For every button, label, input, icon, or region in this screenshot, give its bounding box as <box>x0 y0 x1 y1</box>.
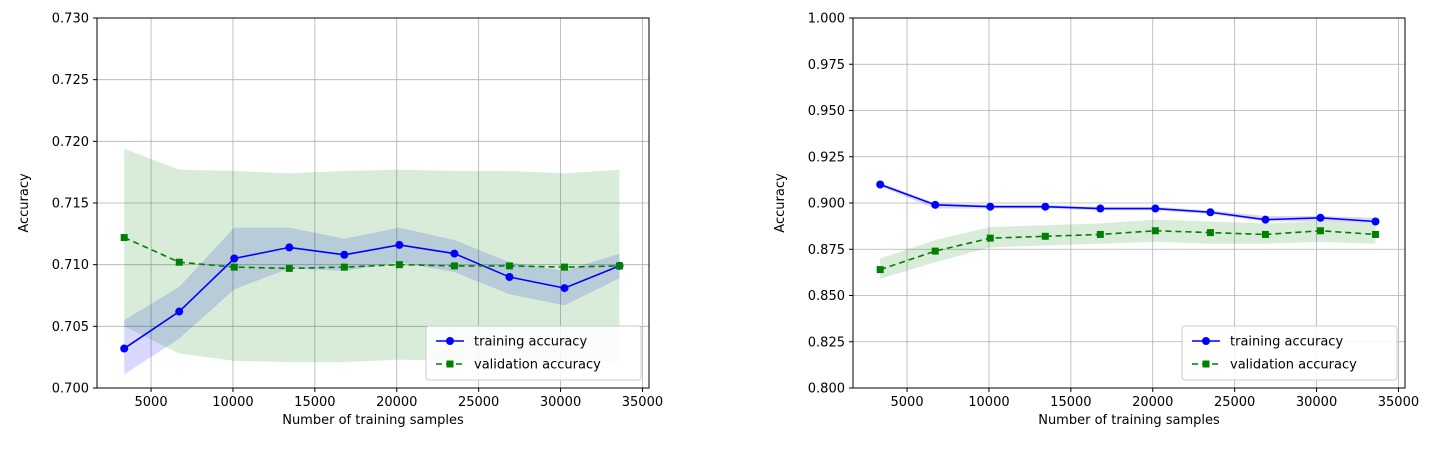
training-point <box>1371 217 1380 226</box>
x-tick-label: 15000 <box>294 395 335 410</box>
training-point <box>340 250 349 259</box>
validation-line <box>879 229 1376 271</box>
training-band <box>124 227 620 375</box>
x-tick-label: 5000 <box>135 395 168 410</box>
legend-box <box>425 325 642 381</box>
training-point <box>1261 215 1270 224</box>
training-point <box>1096 204 1105 213</box>
training-line <box>879 183 1376 223</box>
training-point <box>1041 202 1050 211</box>
training-point <box>1151 204 1160 213</box>
y-tick-label: 0.850 <box>808 289 845 304</box>
training-point <box>560 284 569 293</box>
y-tick-label: 0.725 <box>52 73 89 88</box>
y-tick-label: 0.700 <box>52 382 89 397</box>
validation-point <box>230 263 238 271</box>
training-point <box>395 240 404 249</box>
validation-band <box>124 148 620 364</box>
legend: training accuracy validation accuracy <box>425 325 642 381</box>
validation-point <box>395 261 403 269</box>
legend-training-marker <box>1202 337 1210 345</box>
x-axis-label: Number of training samples <box>1038 413 1220 428</box>
x-tick-label: 15000 <box>1050 395 1091 410</box>
y-tick-label: 0.875 <box>808 243 845 258</box>
chart-right: 5000 10000 15000 20000 25000 30000 35000 0.800 0… <box>773 12 1419 429</box>
y-tick-label: 0.730 <box>52 12 89 27</box>
validation-point <box>616 262 624 270</box>
legend-validation-marker <box>1202 360 1210 368</box>
y-tick-label: 1.000 <box>808 12 845 27</box>
validation-point <box>986 234 994 242</box>
legend-validation-marker <box>446 360 454 368</box>
training-point <box>505 273 514 281</box>
y-tick-label: 0.710 <box>52 258 89 273</box>
x-tick-label: 10000 <box>212 395 253 410</box>
y-tick-label: 0.925 <box>808 150 845 165</box>
y-tick-label: 0.900 <box>808 197 845 212</box>
validation-point <box>931 247 939 255</box>
y-tick-label: 0.715 <box>52 197 89 212</box>
validation-point <box>1372 230 1380 238</box>
validation-point <box>505 262 513 270</box>
y-tick-label: 0.950 <box>808 104 845 119</box>
training-point <box>931 200 940 209</box>
legend-training-label: training accuracy <box>474 335 587 350</box>
legend-validation-label: validation accuracy <box>1230 358 1357 373</box>
training-point <box>876 180 885 189</box>
training-point <box>986 202 995 211</box>
validation-point <box>1096 230 1104 238</box>
validation-point <box>1261 230 1269 238</box>
training-point <box>1206 208 1215 217</box>
y-tick-label: 0.705 <box>52 320 89 335</box>
validation-band <box>880 219 1376 279</box>
validation-point <box>175 258 183 266</box>
x-tick-label: 20000 <box>1132 395 1173 410</box>
training-point <box>1316 213 1325 222</box>
x-tick-label: 35000 <box>622 395 663 410</box>
x-tick-label: 30000 <box>540 395 581 410</box>
x-tick-label: 25000 <box>458 395 499 410</box>
x-tick-label: 20000 <box>376 395 417 410</box>
training-point <box>175 307 184 316</box>
y-tick-label: 0.975 <box>808 58 845 73</box>
chart-left: 5000 10000 15000 20000 25000 30000 35000 0.700 0… <box>17 12 663 429</box>
legend-validation-label: validation accuracy <box>474 358 601 373</box>
legend-training-label: training accuracy <box>1230 335 1343 350</box>
x-tick-label: 30000 <box>1296 395 1337 410</box>
training-point <box>120 344 129 353</box>
training-point <box>285 243 294 252</box>
y-axis-label: Accuracy <box>17 173 32 233</box>
validation-point <box>450 262 458 270</box>
validation-point <box>1316 227 1324 235</box>
y-tick-label: 0.800 <box>808 382 845 397</box>
legend: training accuracy validation accuracy <box>1181 325 1398 381</box>
validation-point <box>1206 229 1214 237</box>
validation-point <box>560 263 568 271</box>
validation-point <box>340 263 348 271</box>
x-tick-label: 35000 <box>1378 395 1419 410</box>
validation-point <box>876 266 884 274</box>
y-tick-label: 0.720 <box>52 135 89 150</box>
x-tick-label: 10000 <box>968 395 1009 410</box>
legend-box <box>1181 325 1398 381</box>
training-point <box>230 254 239 263</box>
x-axis-label: Number of training samples <box>282 413 464 428</box>
validation-point <box>1151 227 1159 235</box>
validation-point <box>1041 232 1049 240</box>
y-axis-label: Accuracy <box>773 173 788 233</box>
validation-point <box>120 234 128 242</box>
validation-line <box>123 236 620 270</box>
training-band <box>880 182 1376 224</box>
legend-training-marker <box>446 337 454 345</box>
validation-point <box>285 264 293 272</box>
x-tick-label: 25000 <box>1214 395 1255 410</box>
training-line <box>123 244 620 350</box>
training-point <box>450 249 459 258</box>
x-tick-label: 5000 <box>891 395 924 410</box>
y-tick-label: 0.825 <box>808 335 845 350</box>
